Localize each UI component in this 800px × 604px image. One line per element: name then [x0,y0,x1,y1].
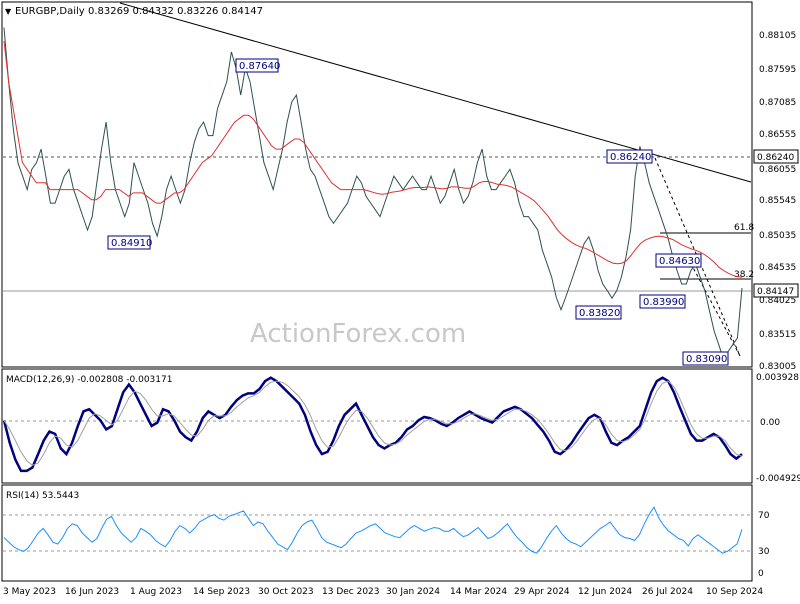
chart-symbol: EURGBP,Daily [15,6,85,17]
rsi-title: RSI(14) 53.5443 [6,491,79,501]
y-tick-label: 0.86555 [759,130,796,140]
annotation-0-83990: 0.83990 [639,294,686,309]
annotation-text: 0.87640 [239,61,280,72]
price-y-axis: 0.88105 0.87595 0.87085 0.86555 0.86055 … [759,31,796,372]
rsi-rsi-line [3,506,743,554]
price-series-group [3,27,743,361]
annotation-text: 0.84630 [659,256,700,267]
y-tick-label: 0.84025 [759,296,796,306]
y-tick-label: 0.85545 [759,196,796,206]
y-tick-label: 0.87085 [759,98,796,108]
watermark: ActionForex.com [250,319,466,349]
macd-y-tick: 0.00 [760,418,780,428]
rsi-y-tick: 0 [758,569,764,579]
x-tick-label: 14 Sep 2023 [193,587,250,597]
resistance-price-box: 0.86240 [753,149,799,164]
x-tick-label: 30 Oct 2023 [258,587,314,597]
annotation-text: 0.84910 [111,238,152,249]
menu-arrow-icon[interactable]: ▼ [5,7,12,16]
macd-y-tick: 0.003928 [756,373,799,383]
x-axis: 3 May 2023 16 Jun 2023 1 Aug 2023 14 Sep… [3,587,763,597]
annotation-text: 0.86240 [610,152,651,163]
x-tick-label: 26 Jul 2024 [642,587,693,597]
fib-label-38-2: 38.2 [734,270,754,280]
x-tick-label: 3 May 2023 [3,587,56,597]
y-tick-label: 0.85035 [759,231,796,241]
price-price-line [3,27,743,361]
annotation-0-84630: 0.84630 [655,253,702,268]
rsi-panel-frame [1,484,753,582]
x-tick-label: 12 Jun 2024 [578,587,632,597]
x-tick-label: 10 Sep 2024 [706,587,763,597]
fib-label-61-8: 61.8 [734,223,754,233]
current-price-text: 0.84147 [757,287,794,297]
rsi-series-group [3,506,743,554]
annotation-0-87640: 0.87640 [235,58,280,73]
price-panel-frame [1,1,753,368]
x-tick-label: 16 Jun 2023 [65,587,119,597]
x-tick-label: 14 Mar 2024 [450,587,507,597]
annotation-0-83090: 0.83090 [682,351,729,366]
rsi-y-tick: 70 [758,511,770,521]
macd-title: MACD(12,26,9) -0.002808 -0.003171 [6,375,172,385]
annotation-text: 0.83090 [686,354,727,365]
y-tick-label: 0.87595 [759,65,796,75]
macd-macd-line [2,376,743,473]
y-tick-label: 0.86055 [759,165,796,175]
x-tick-label: 29 Apr 2024 [514,587,570,597]
price-moving-average-line [3,41,743,278]
x-tick-label: 1 Aug 2023 [130,587,182,597]
annotation-text: 0.83990 [643,297,684,308]
rsi-y-tick: 30 [758,547,770,557]
x-tick-label: 30 Jan 2024 [386,587,440,597]
annotation-text: 0.83820 [579,308,620,319]
annotation-0-83820: 0.83820 [575,305,622,320]
annotation-0-84910: 0.84910 [107,235,152,250]
macd-signal-line [3,380,743,466]
macd-panel-frame [1,368,753,484]
chart-ohlc: 0.83269 0.84332 0.83226 0.84147 [88,6,263,17]
y-tick-label: 0.84535 [759,263,796,273]
annotation-0-86240: 0.86240 [606,149,653,164]
retracement-line-b [687,257,741,357]
macd-series-group [2,376,743,473]
current-price-box: 0.84147 [753,283,799,298]
y-tick-label: 0.83005 [759,362,796,372]
macd-y-tick: -0.004929 [756,474,800,484]
resistance-price-text: 0.86240 [757,153,794,163]
x-tick-label: 13 Dec 2023 [322,587,380,597]
y-tick-label: 0.88105 [759,31,796,41]
y-tick-label: 0.83515 [759,330,796,340]
